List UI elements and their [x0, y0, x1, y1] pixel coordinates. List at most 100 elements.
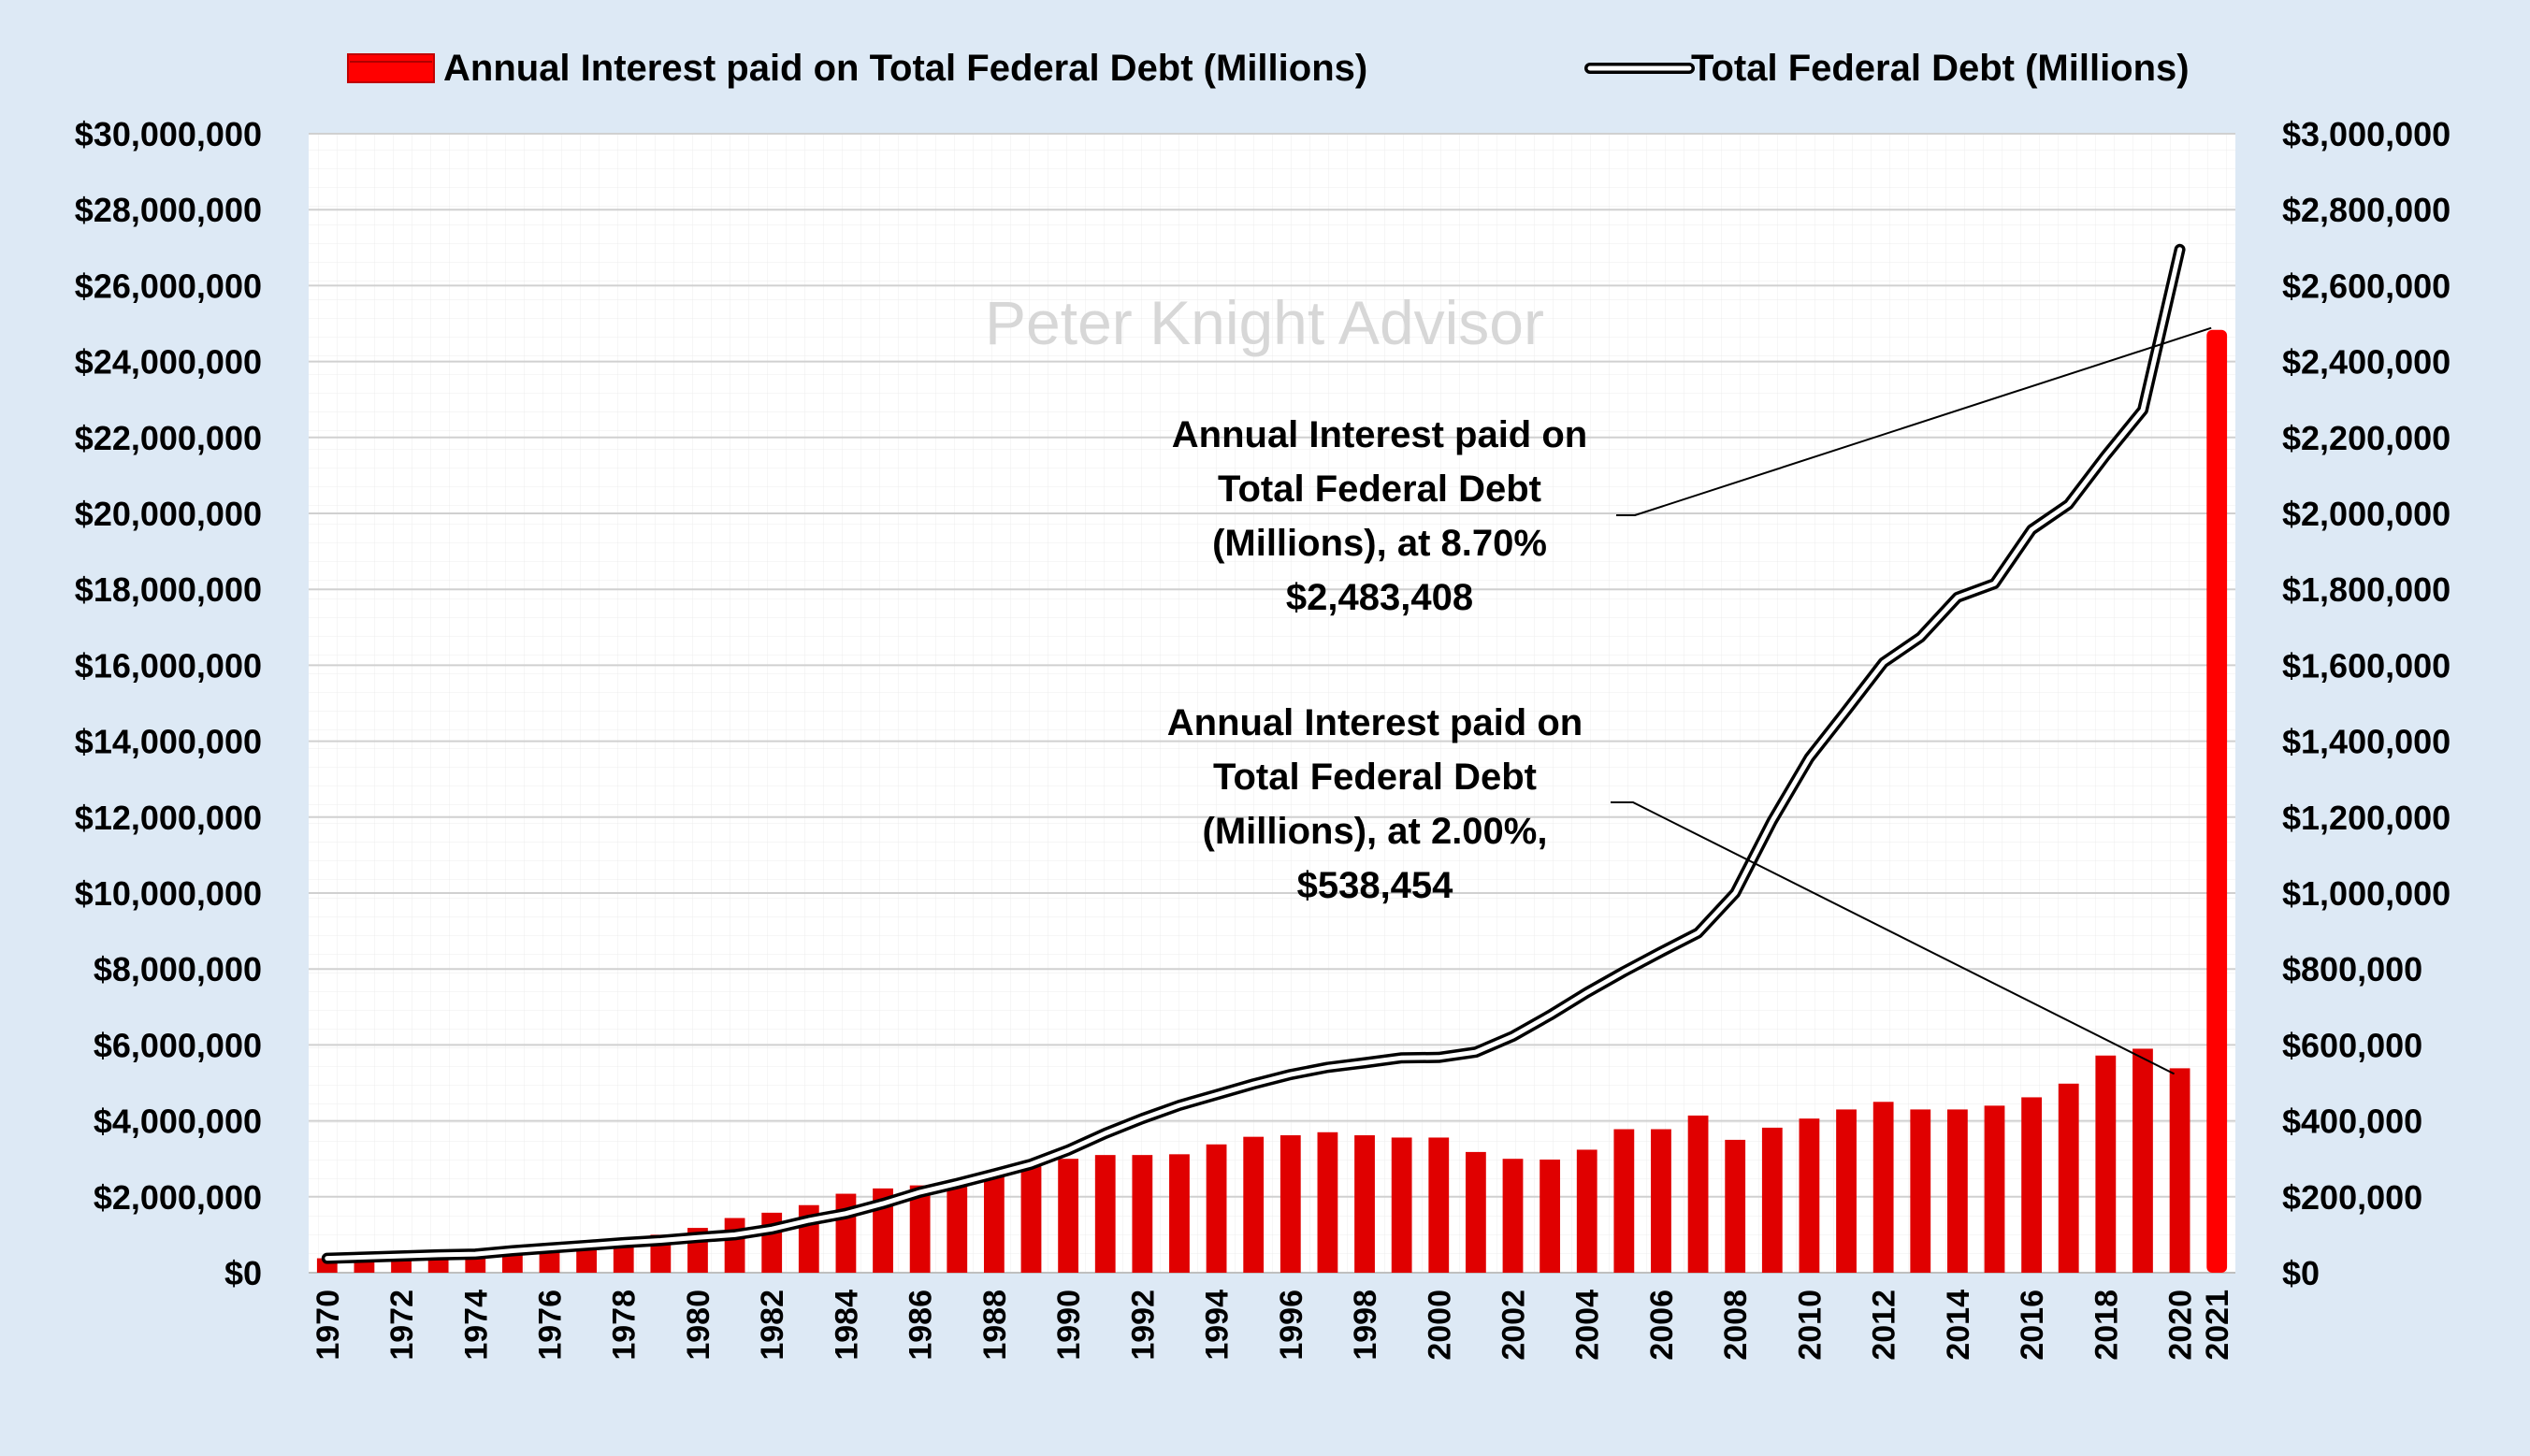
right-tick-label: $400,000 [2282, 1103, 2422, 1141]
x-tick-label: 2010 [1792, 1290, 1828, 1361]
interest-bar-2009 [1761, 1127, 1783, 1273]
left-tick-label: $16,000,000 [75, 646, 262, 685]
interest-bar-2015 [1984, 1105, 2005, 1273]
interest-bar-2021 [2206, 329, 2228, 1274]
right-tick-label: $1,000,000 [2282, 874, 2450, 913]
interest-bar-1991 [1094, 1155, 1116, 1273]
right-tick-label: $1,600,000 [2282, 646, 2450, 685]
interest-bar-2019 [2132, 1048, 2153, 1273]
x-tick-label: 2008 [1718, 1290, 1754, 1361]
left-tick-label: $4,000,000 [94, 1103, 262, 1141]
svg-text:Total Federal Debt: Total Federal Debt [1213, 757, 1537, 798]
right-tick-label: $2,600,000 [2282, 267, 2450, 305]
x-tick-label: 1972 [384, 1290, 420, 1361]
left-tick-label: $20,000,000 [75, 495, 262, 533]
right-tick-label: $1,400,000 [2282, 723, 2450, 761]
legend-label-debt: Total Federal Debt (Millions) [1691, 48, 2190, 89]
right-tick-label: $3,000,000 [2282, 115, 2450, 153]
left-tick-label: $6,000,000 [94, 1026, 262, 1064]
x-tick-label: 2000 [1422, 1290, 1457, 1361]
interest-bar-2020 [2169, 1068, 2190, 1273]
right-tick-label: $1,200,000 [2282, 799, 2450, 837]
svg-text:(Millions), at 2.00%,: (Millions), at 2.00%, [1203, 811, 1548, 852]
svg-text:Annual Interest paid on: Annual Interest paid on [1172, 414, 1587, 455]
interest-bar-1990 [1058, 1159, 1079, 1273]
interest-bar-2003 [1540, 1160, 1561, 1273]
x-tick-label: 2006 [1644, 1290, 1680, 1361]
x-tick-label: 1998 [1348, 1290, 1383, 1361]
interest-bar-2005 [1613, 1129, 1635, 1273]
interest-bar-1981 [724, 1218, 745, 1273]
x-tick-label: 2014 [1941, 1290, 1976, 1361]
left-tick-label: $28,000,000 [75, 191, 262, 229]
right-axis: $0 $200,000 $400,000 $600,000 $800,000 $1,000… [2282, 115, 2450, 1292]
svg-text:Total Federal Debt: Total Federal Debt [1218, 469, 1541, 510]
svg-text:(Millions), at 8.70%: (Millions), at 8.70% [1212, 523, 1547, 564]
left-tick-label: $30,000,000 [75, 115, 262, 153]
annotation-high-rate: Annual Interest paid on Total Federal De… [1172, 326, 2212, 618]
legend: Annual Interest paid on Total Federal De… [347, 48, 2190, 89]
x-tick-label: 2016 [2015, 1290, 2050, 1361]
left-tick-label: $22,000,000 [75, 419, 262, 457]
x-tick-label: 1992 [1125, 1290, 1161, 1361]
interest-bar-1998 [1354, 1135, 1375, 1273]
interest-bar-1977 [576, 1246, 598, 1273]
right-tick-label: $2,800,000 [2282, 191, 2450, 229]
x-tick-label: 1984 [829, 1290, 864, 1361]
interest-bar-2011 [1836, 1109, 1857, 1273]
interest-bar-1994 [1206, 1144, 1227, 1273]
interest-bar-1987 [947, 1181, 968, 1273]
x-axis: 1970 1972 1974 1976 1978 1980 1982 1984 1986 1988… [311, 1290, 2235, 1361]
interest-bar-1995 [1243, 1136, 1265, 1273]
svg-text:Annual Interest paid on: Annual Interest paid on [1167, 702, 1583, 743]
left-tick-label: $10,000,000 [75, 874, 262, 913]
x-tick-label: 1990 [1051, 1290, 1087, 1361]
x-tick-label: 2002 [1496, 1290, 1532, 1361]
left-tick-label: $24,000,000 [75, 343, 262, 382]
x-tick-label: 1986 [904, 1290, 939, 1361]
right-tick-label: $600,000 [2282, 1026, 2422, 1064]
interest-bar-1976 [539, 1248, 560, 1273]
left-tick-label: $12,000,000 [75, 799, 262, 837]
interest-bar-1984 [835, 1193, 857, 1273]
x-tick-label: 1978 [607, 1290, 643, 1361]
interest-bar-2010 [1799, 1118, 1820, 1273]
left-axis: $0 $2,000,000 $4,000,000 $6,000,000 $8,000,0… [75, 115, 262, 1292]
left-tick-label: $26,000,000 [75, 267, 262, 305]
interest-bar-2006 [1651, 1129, 1671, 1273]
interest-bar-1993 [1169, 1154, 1190, 1273]
x-tick-label: 1970 [311, 1290, 346, 1361]
right-tick-label: $2,000,000 [2282, 495, 2450, 533]
interest-bar-2017 [2058, 1083, 2079, 1273]
legend-label-interest: Annual Interest paid on Total Federal De… [443, 48, 1367, 89]
debt-line-series [321, 243, 2186, 1264]
right-tick-label: $800,000 [2282, 950, 2422, 988]
interest-bar-2004 [1576, 1149, 1598, 1273]
annotation-leader-high [1616, 326, 2212, 516]
x-tick-label: 2004 [1570, 1290, 1606, 1361]
left-tick-label: $2,000,000 [94, 1178, 262, 1217]
x-tick-label: 1982 [755, 1290, 790, 1361]
interest-bar-2018 [2095, 1055, 2117, 1273]
interest-bar-2007 [1687, 1115, 1709, 1273]
interest-bar-2014 [1946, 1109, 1968, 1273]
interest-bar-1997 [1317, 1132, 1338, 1273]
legend-swatch-interest [347, 53, 435, 83]
interest-bar-2008 [1725, 1139, 1746, 1273]
left-tick-label: $0 [224, 1254, 262, 1292]
x-tick-label: 2020 [2163, 1290, 2199, 1361]
right-tick-label: $200,000 [2282, 1178, 2422, 1217]
left-tick-label: $14,000,000 [75, 723, 262, 761]
interest-bar-1986 [909, 1185, 931, 1273]
interest-bar-1989 [1020, 1166, 1042, 1273]
svg-text:$538,454: $538,454 [1297, 865, 1454, 906]
annotation-low-rate: Annual Interest paid on Total Federal De… [1167, 702, 2176, 1075]
interest-bar-2000 [1428, 1137, 1450, 1273]
right-tick-label: $0 [2282, 1254, 2320, 1292]
right-tick-label: $2,200,000 [2282, 419, 2450, 457]
x-tick-label: 1994 [1200, 1290, 1236, 1361]
interest-bar-2013 [1910, 1109, 1931, 1273]
x-tick-label: 2012 [1867, 1290, 1902, 1361]
x-tick-label: 2021 [2200, 1290, 2235, 1361]
